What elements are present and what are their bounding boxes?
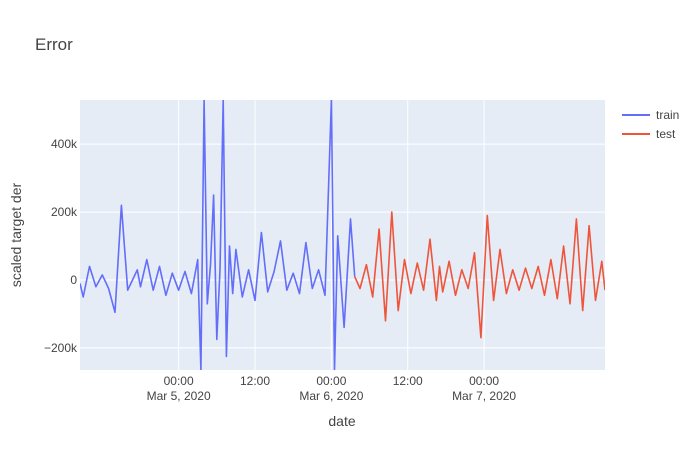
y-tick-label: 0	[70, 273, 77, 287]
series-line-test	[353, 211, 605, 339]
x-axis-label: date	[328, 413, 355, 429]
chart-title: Error	[35, 35, 73, 54]
x-tick-label: 00:00	[316, 374, 346, 388]
x-tick-date-label: Mar 7, 2020	[452, 389, 516, 403]
y-axis-ticks: −200k 0 200k 400k	[44, 137, 78, 355]
y-tick-label: −200k	[44, 341, 78, 355]
x-tick-label: 12:00	[240, 374, 270, 388]
plot-background	[80, 100, 605, 370]
y-tick-label: 400k	[51, 137, 78, 151]
legend-item-test[interactable]: test	[622, 127, 676, 141]
x-tick-label: 12:00	[393, 374, 423, 388]
x-tick-date-label: Mar 5, 2020	[147, 389, 211, 403]
series-layer	[80, 100, 605, 370]
y-axis-label: scaled target der	[8, 183, 24, 288]
y-tick-label: 200k	[51, 205, 78, 219]
legend-label: test	[656, 127, 676, 141]
series-line-train	[80, 100, 356, 370]
grid-lines	[80, 100, 605, 370]
x-tick-label: 00:00	[469, 374, 499, 388]
x-tick-date-label: Mar 6, 2020	[299, 389, 363, 403]
legend-label: train	[656, 108, 679, 122]
x-tick-label: 00:00	[164, 374, 194, 388]
legend[interactable]: train test	[622, 108, 679, 141]
legend-item-train[interactable]: train	[622, 108, 679, 122]
